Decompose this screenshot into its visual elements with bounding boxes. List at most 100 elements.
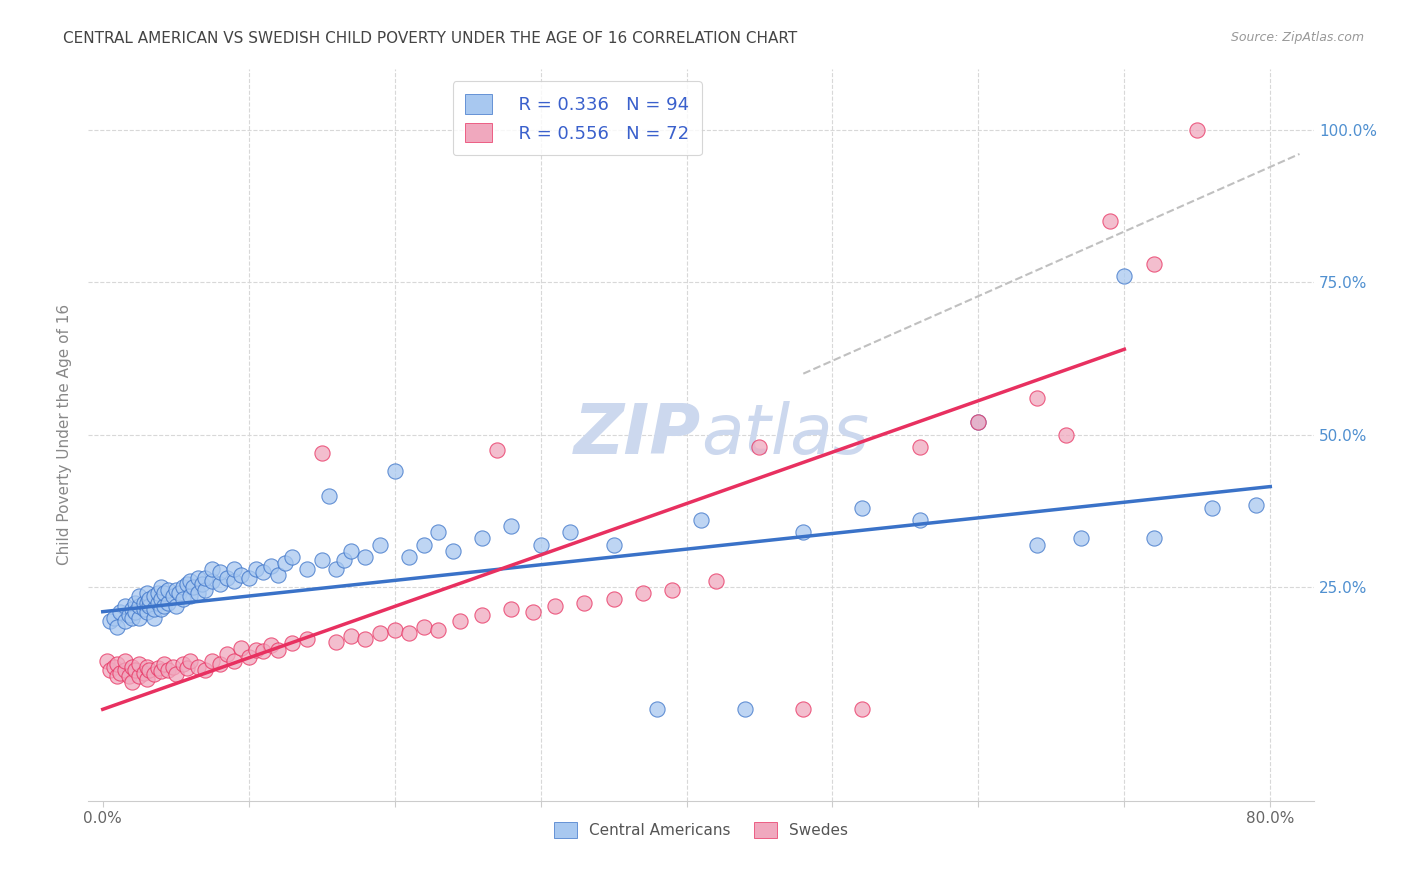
Point xyxy=(157,663,180,677)
Point xyxy=(259,558,281,573)
Point xyxy=(138,592,160,607)
Point xyxy=(690,513,713,527)
Point xyxy=(792,702,814,716)
Point xyxy=(128,611,150,625)
Point xyxy=(118,669,141,683)
Point xyxy=(128,590,150,604)
Point xyxy=(165,667,187,681)
Point xyxy=(231,568,253,582)
Point xyxy=(208,577,231,591)
Point xyxy=(121,674,143,689)
Point xyxy=(142,590,165,604)
Point xyxy=(631,586,654,600)
Point xyxy=(471,532,494,546)
Point xyxy=(792,525,814,540)
Point xyxy=(172,657,194,671)
Point xyxy=(138,663,160,677)
Point xyxy=(245,642,267,657)
Point xyxy=(398,549,420,564)
Point xyxy=(135,586,157,600)
Point xyxy=(103,659,125,673)
Point xyxy=(318,489,340,503)
Point xyxy=(135,595,157,609)
Point xyxy=(281,636,304,650)
Point xyxy=(98,614,121,628)
Point xyxy=(238,571,260,585)
Point xyxy=(118,607,141,622)
Point xyxy=(967,416,990,430)
Text: Source: ZipAtlas.com: Source: ZipAtlas.com xyxy=(1230,31,1364,45)
Point xyxy=(114,614,136,628)
Point xyxy=(150,592,173,607)
Text: ZIP: ZIP xyxy=(574,401,702,468)
Point xyxy=(259,638,281,652)
Point xyxy=(267,642,290,657)
Point xyxy=(222,574,245,589)
Point xyxy=(194,663,217,677)
Point xyxy=(311,446,333,460)
Point xyxy=(194,583,217,598)
Point xyxy=(427,623,450,637)
Point xyxy=(191,577,214,591)
Point xyxy=(187,586,209,600)
Point xyxy=(281,549,304,564)
Point xyxy=(398,626,420,640)
Point xyxy=(135,672,157,686)
Point xyxy=(135,659,157,673)
Point xyxy=(354,549,377,564)
Point xyxy=(441,543,464,558)
Point xyxy=(274,556,297,570)
Point xyxy=(172,580,194,594)
Point xyxy=(215,571,238,585)
Point xyxy=(238,650,260,665)
Point xyxy=(128,669,150,683)
Point xyxy=(704,574,727,589)
Point xyxy=(647,702,669,716)
Point xyxy=(449,614,471,628)
Point xyxy=(157,595,180,609)
Point xyxy=(340,629,363,643)
Point xyxy=(245,562,267,576)
Point xyxy=(132,595,155,609)
Point xyxy=(179,574,201,589)
Point xyxy=(231,641,253,656)
Point xyxy=(121,611,143,625)
Point xyxy=(558,525,581,540)
Point xyxy=(121,659,143,673)
Point xyxy=(150,601,173,615)
Point xyxy=(103,611,125,625)
Point xyxy=(114,599,136,613)
Point xyxy=(522,605,544,619)
Point xyxy=(295,632,318,647)
Point xyxy=(967,416,990,430)
Point xyxy=(311,553,333,567)
Point xyxy=(368,537,391,551)
Point xyxy=(1201,500,1223,515)
Point xyxy=(132,665,155,680)
Point xyxy=(153,657,176,671)
Point xyxy=(427,525,450,540)
Text: atlas: atlas xyxy=(702,401,869,468)
Point xyxy=(114,663,136,677)
Point xyxy=(908,440,931,454)
Point xyxy=(201,562,224,576)
Point xyxy=(194,571,217,585)
Point xyxy=(544,599,567,613)
Point xyxy=(471,607,494,622)
Point xyxy=(661,583,683,598)
Point xyxy=(150,580,173,594)
Point xyxy=(96,653,118,667)
Point xyxy=(105,669,128,683)
Text: CENTRAL AMERICAN VS SWEDISH CHILD POVERTY UNDER THE AGE OF 16 CORRELATION CHART: CENTRAL AMERICAN VS SWEDISH CHILD POVERT… xyxy=(63,31,797,46)
Point xyxy=(128,657,150,671)
Point xyxy=(851,702,873,716)
Point xyxy=(734,702,756,716)
Point xyxy=(384,623,406,637)
Point xyxy=(252,565,274,579)
Point xyxy=(148,661,170,675)
Point xyxy=(1025,391,1047,405)
Point xyxy=(222,653,245,667)
Point xyxy=(142,667,165,681)
Point xyxy=(222,562,245,576)
Point xyxy=(201,574,224,589)
